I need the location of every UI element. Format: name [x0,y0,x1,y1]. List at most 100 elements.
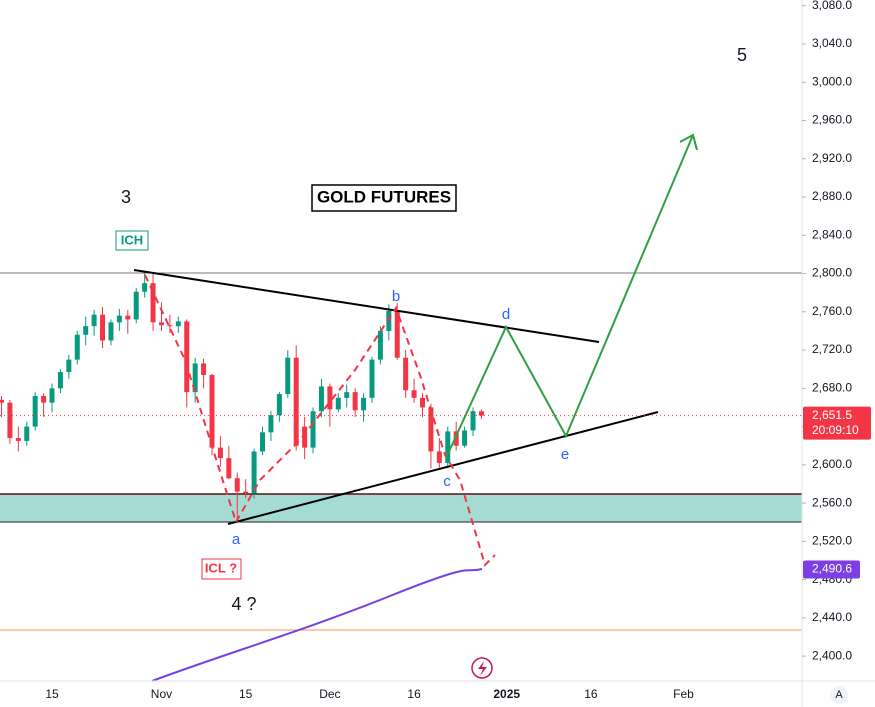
candle-body [436,451,442,463]
candle-body [7,402,13,439]
upper-trendline [133,269,600,343]
y-tick-label: 2,720.0 [812,342,852,356]
candle-body [268,415,274,433]
y-tick-label: 3,080.0 [812,0,852,12]
candle-body [192,363,198,393]
candle-body [260,432,266,452]
y-tick-label: 3,000.0 [812,74,852,88]
y-tick-label: 2,600.0 [812,457,852,471]
y-tick-label: 2,800.0 [812,266,852,280]
chart-title: GOLD FUTURES [317,187,451,206]
candle-body [285,357,291,395]
candle-body [150,283,156,323]
wave-letter: a [232,531,241,548]
y-tick-label: 2,840.0 [812,227,852,241]
arrow-head [679,133,698,151]
candle-body [66,359,72,373]
candle-body [226,458,232,479]
y-tick-label: 2,880.0 [812,189,852,203]
candle-body [352,392,358,411]
candle-body [41,395,47,403]
last-price-label: 2,651.5 [812,408,852,422]
candle-body [394,310,400,358]
candle-body [49,388,55,403]
candle-body [24,426,30,441]
candle-body [116,315,122,323]
wave-letter: c [443,473,451,490]
candle-body [318,386,324,412]
candle-body [234,478,240,492]
candle-body [344,392,350,398]
event-icon-bolt [478,661,487,676]
wave-path-projection [445,134,694,459]
candle-body [428,407,434,452]
title-box [311,184,457,212]
countdown-label: 20:09:10 [812,423,859,437]
candle-body [453,431,459,446]
ich-label: ICH [121,232,143,247]
wave-letter: e [561,446,569,463]
candle-body [74,334,80,360]
candle-body [478,411,484,416]
moving-average [151,568,483,682]
indicator-price-label: 2,490.6 [812,562,852,576]
candle-body [83,326,89,335]
candle-body [57,372,63,389]
candle-body [0,399,4,403]
candle-body [184,321,190,393]
candle-body [327,386,333,410]
candle-body [369,359,375,398]
wave-label: 3 [121,187,131,207]
last-price-box [803,406,871,440]
y-tick-label: 2,400.0 [812,648,852,662]
candle-body [403,357,409,391]
candle-body [293,357,299,446]
wave-letter: b [392,288,400,305]
candle-body [100,314,106,341]
y-tick-label: 2,440.0 [812,610,852,624]
candle-body [133,291,139,320]
candle-body [302,426,308,448]
y-tick-label: 2,560.0 [812,495,852,509]
candle-body [276,394,282,416]
candle-body [167,325,173,327]
candle-body [243,491,249,494]
y-tick-label: 2,680.0 [812,380,852,394]
y-tick-label: 2,920.0 [812,151,852,165]
x-tick-label: 15 [239,687,253,701]
candle-body [209,374,215,448]
candle-body [175,321,181,327]
auto-scale-button[interactable] [830,686,848,704]
y-tick-label: 2,760.0 [812,304,852,318]
x-tick-label: Feb [673,687,694,701]
candle-body [32,395,38,427]
indicator-price-box [803,560,860,579]
candle-body [217,447,223,459]
support-zone [0,494,802,522]
x-tick-label: 16 [407,687,421,701]
candle-body [91,314,97,327]
candle-body [445,431,451,463]
y-tick-label: 2,520.0 [812,534,852,548]
label-box [201,558,242,580]
candle-body [15,438,21,441]
icl-label: ICL ? [205,560,237,575]
x-tick-label: 2025 [493,687,520,701]
lower-trendline [227,411,659,525]
y-tick-label: 3,040.0 [812,36,852,50]
auto-scale-label[interactable]: A [835,689,843,701]
candle-body [310,411,316,448]
x-tick-label: 15 [45,687,59,701]
label-box [115,230,149,251]
candle-body [158,322,164,326]
x-tick-label: Nov [151,687,172,701]
wave-path-past [144,274,496,567]
x-tick-label: Dec [319,687,340,701]
candle-body [108,322,114,341]
candle-body [335,397,341,410]
candle-body [201,363,207,375]
candle-body [462,430,468,446]
candle-body [361,397,367,411]
